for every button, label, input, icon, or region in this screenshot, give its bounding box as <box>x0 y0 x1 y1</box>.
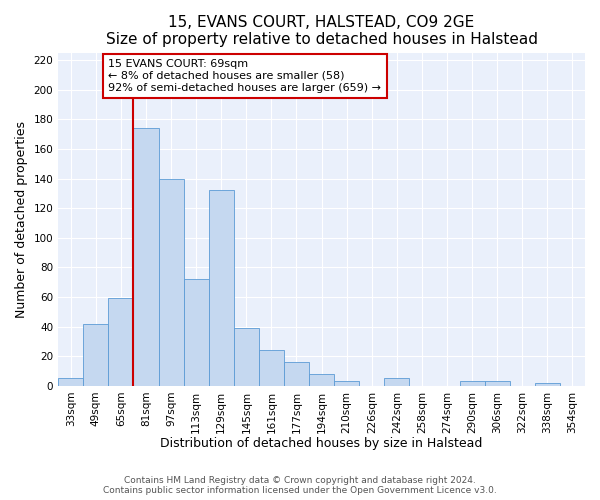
Y-axis label: Number of detached properties: Number of detached properties <box>15 121 28 318</box>
Bar <box>158 178 184 386</box>
Bar <box>460 382 485 386</box>
Bar <box>284 362 309 386</box>
Bar <box>234 328 259 386</box>
Bar <box>535 383 560 386</box>
Bar <box>309 374 334 386</box>
Bar <box>83 324 109 386</box>
Text: Contains HM Land Registry data © Crown copyright and database right 2024.
Contai: Contains HM Land Registry data © Crown c… <box>103 476 497 495</box>
Bar <box>334 382 359 386</box>
Bar <box>109 298 133 386</box>
Bar <box>259 350 284 386</box>
Bar <box>209 190 234 386</box>
Bar <box>485 382 510 386</box>
Bar <box>184 280 209 386</box>
Bar <box>58 378 83 386</box>
Bar <box>133 128 158 386</box>
X-axis label: Distribution of detached houses by size in Halstead: Distribution of detached houses by size … <box>160 437 483 450</box>
Text: 15 EVANS COURT: 69sqm
← 8% of detached houses are smaller (58)
92% of semi-detac: 15 EVANS COURT: 69sqm ← 8% of detached h… <box>108 60 381 92</box>
Bar <box>385 378 409 386</box>
Title: 15, EVANS COURT, HALSTEAD, CO9 2GE
Size of property relative to detached houses : 15, EVANS COURT, HALSTEAD, CO9 2GE Size … <box>106 15 538 48</box>
